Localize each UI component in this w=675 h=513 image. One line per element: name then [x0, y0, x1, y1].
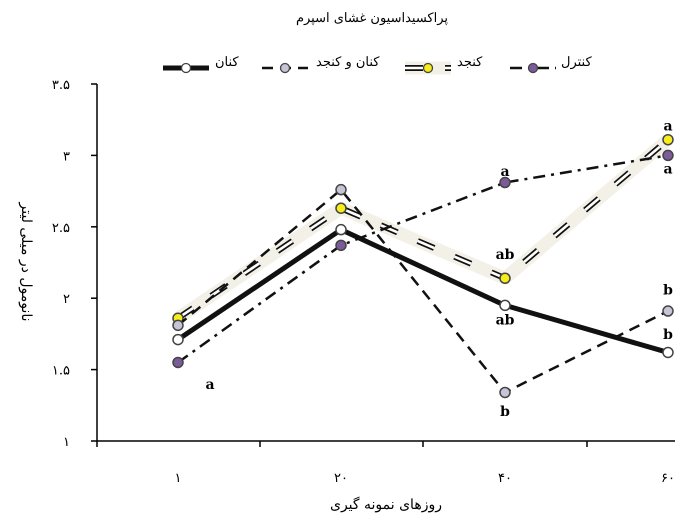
legend-item-2: کنجد [405, 55, 483, 75]
significance-letter: ab [496, 247, 515, 263]
data-point [335, 223, 347, 236]
x-axis-label: روزهای نمونه گیری [330, 496, 442, 513]
chart-title: پراکسیداسیون غشای اسپرم [296, 11, 448, 26]
data-point [335, 183, 347, 196]
data-point [662, 346, 674, 359]
legend-label: کنان و کنجد [316, 55, 380, 70]
data-point [662, 149, 674, 162]
significance-letter: a [205, 377, 214, 393]
series-0-line [176, 227, 669, 355]
series-3-line [177, 154, 669, 364]
y-tick-label: ۱ [63, 435, 70, 450]
series-1-line [177, 187, 669, 395]
data-point [499, 272, 511, 284]
x-tick-label: ۲۰ [334, 471, 348, 486]
significance-letter: a [500, 164, 509, 180]
x-tick-label: ۶۰ [661, 471, 675, 486]
legend-marker [279, 62, 291, 74]
legend-marker [527, 62, 539, 74]
significance-letter: a [663, 161, 672, 177]
data-point [662, 305, 674, 317]
legend-label: کنترل [561, 55, 592, 70]
series-2 [172, 133, 674, 324]
series-0 [172, 223, 674, 359]
significance-letter: b [663, 283, 673, 299]
axes [96, 84, 675, 442]
x-tick-label: ۱ [175, 471, 182, 486]
data-point [499, 299, 511, 312]
series-3 [172, 149, 674, 369]
legend-label: کنجد [457, 55, 483, 70]
series-2-line [174, 134, 673, 324]
data-point [172, 333, 184, 346]
legend-item-1: کنان و کنجد [262, 55, 380, 74]
legend: کنان کنان و کنجد کنجد کنترل [163, 55, 592, 75]
y-ticks: ۱ ۱.۵ ۲ ۲.۵ ۳ ۳.۵ [52, 78, 97, 450]
y-tick-label: ۳.۵ [52, 78, 70, 93]
data-point [499, 386, 511, 399]
data-point [499, 176, 511, 189]
data-point [172, 356, 184, 369]
legend-label: کنان [215, 55, 239, 70]
data-point [335, 202, 347, 214]
data-point [335, 239, 347, 252]
data-point [172, 319, 184, 332]
significance-letter: b [663, 327, 673, 343]
significance-letter: ab [496, 313, 515, 329]
legend-marker [422, 62, 434, 74]
legend-item-3: کنترل [510, 55, 592, 74]
legend-marker [180, 62, 192, 74]
y-tick-label: ۱.۵ [52, 364, 70, 379]
legend-item-0: کنان [163, 55, 239, 74]
x-ticks: ۱ ۲۰ ۴۰ ۶۰ [96, 441, 675, 486]
y-axis-label: نانومول در میلی لیتر [18, 201, 34, 321]
significance-letter: a [663, 118, 672, 134]
data-point [662, 133, 674, 146]
series-layer [172, 133, 674, 399]
significance-letter: b [500, 404, 510, 420]
x-tick-label: ۴۰ [498, 471, 512, 486]
series-1 [172, 183, 674, 399]
y-tick-label: ۲.۵ [52, 221, 70, 236]
y-tick-label: ۲ [63, 292, 70, 307]
y-tick-label: ۳ [63, 149, 70, 164]
